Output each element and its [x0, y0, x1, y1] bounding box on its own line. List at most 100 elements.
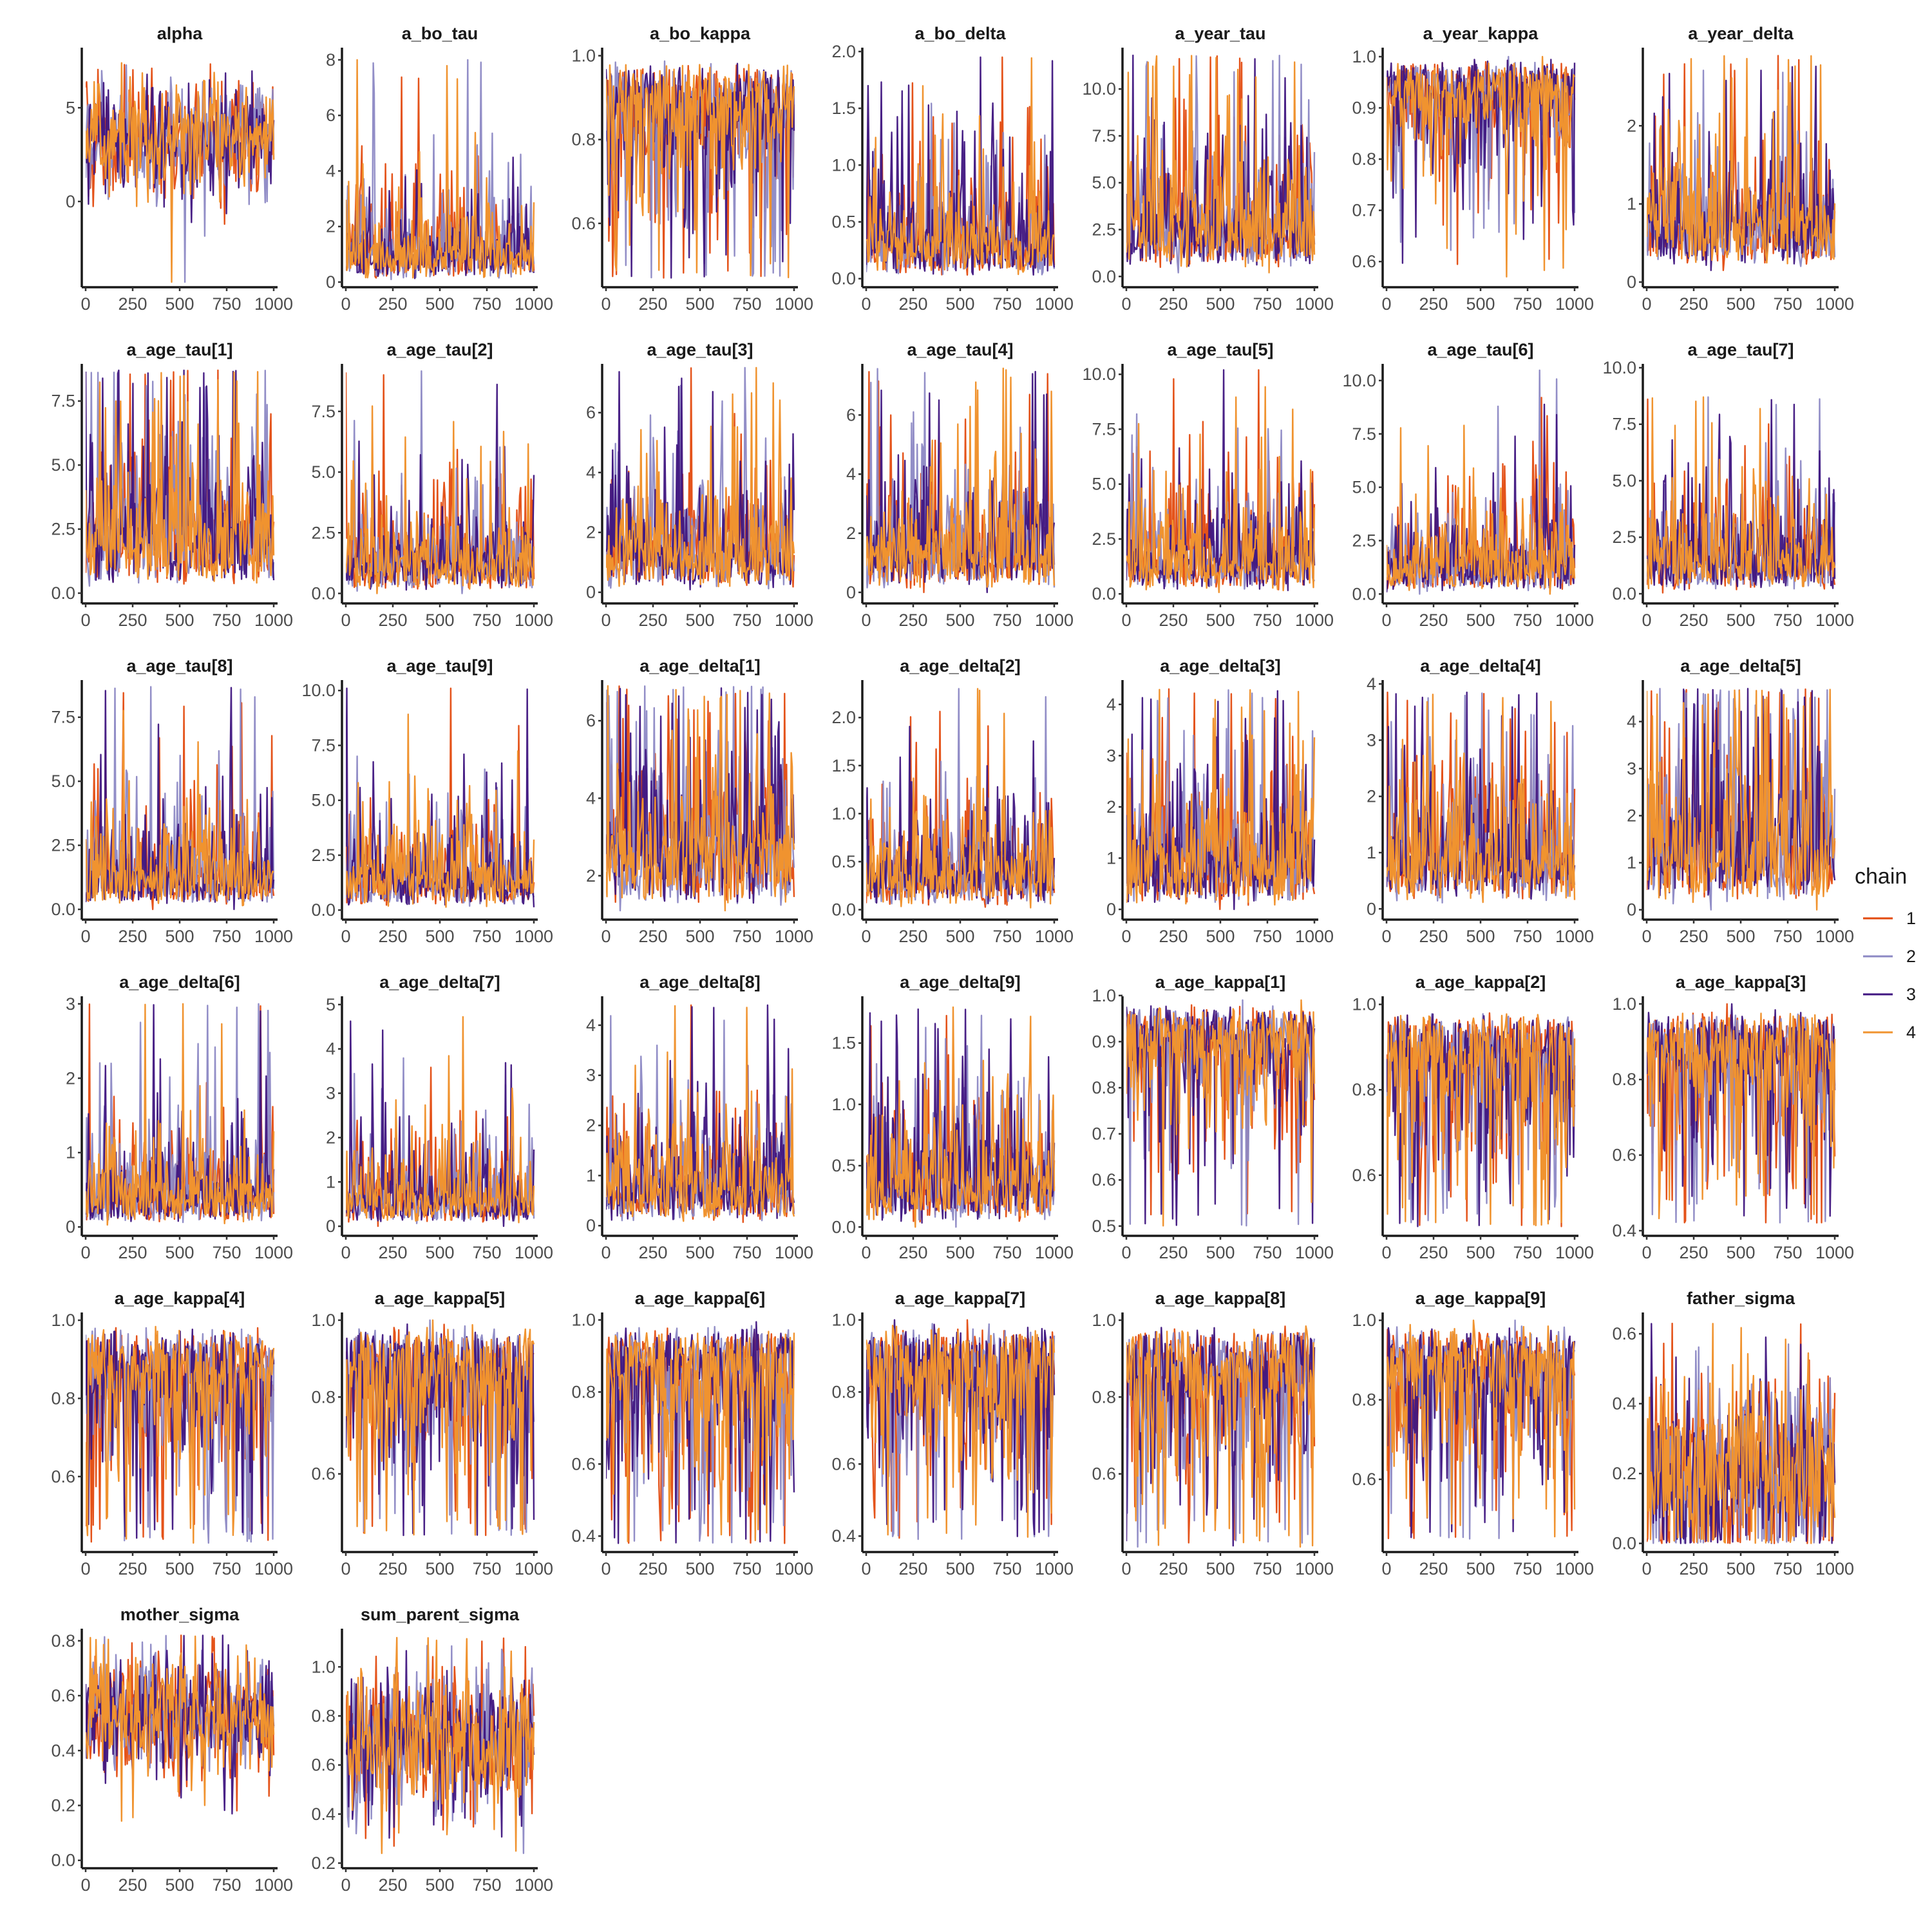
x-tick-label: 0 [861, 1243, 871, 1262]
x-tick-label: 1000 [1035, 927, 1074, 946]
y-tick-label: 0.0 [1612, 1534, 1636, 1553]
trace-panel: a_age_tau[5] 0.0 2.5 5.0 7.5 10.0 0 250 500 750 10… [1082, 340, 1334, 630]
x-tick-label: 500 [165, 1875, 194, 1895]
x-tick-label: 250 [118, 294, 147, 314]
trace-lines [346, 1016, 535, 1227]
trace-line-chain-4 [1126, 688, 1316, 906]
trace-line-chain-4 [606, 64, 795, 279]
x-tick-label: 250 [378, 1243, 407, 1262]
x-tick-label: 1000 [1555, 927, 1594, 946]
trace-panel: a_age_tau[8] 0.0 2.5 5.0 7.5 0 250 500 750 1000 [51, 656, 293, 946]
x-tick-label: 750 [992, 1243, 1021, 1262]
x-tick-label: 500 [1726, 1243, 1755, 1262]
trace-lines [866, 1006, 1056, 1228]
y-tick-label: 7.5 [1352, 424, 1376, 444]
x-tick-label: 750 [472, 1243, 501, 1262]
y-tick-label: 1 [1106, 848, 1116, 867]
x-tick-label: 1000 [515, 1559, 553, 1578]
x-tick-label: 750 [732, 927, 761, 946]
y-tick-label: 2.5 [1612, 527, 1636, 547]
y-tick-label: 1.0 [571, 46, 596, 66]
legend-label: 2 [1906, 947, 1916, 966]
trace-lines [1387, 369, 1576, 595]
trace-panel: a_age_kappa[7] 0.4 0.6 0.8 1.0 0 250 500 750 1000 [831, 1289, 1074, 1578]
x-tick-label: 250 [1679, 1243, 1708, 1262]
y-tick-label: 5.0 [1092, 173, 1116, 193]
x-tick-label: 750 [1253, 927, 1282, 946]
x-tick-label: 0 [1642, 1243, 1651, 1262]
trace-line-chain-4 [866, 1325, 1056, 1538]
y-tick-label: 0.6 [1352, 1470, 1376, 1489]
x-tick-label: 1000 [254, 611, 293, 630]
x-tick-label: 750 [212, 927, 241, 946]
panel-title: a_age_tau[5] [1167, 340, 1273, 359]
y-tick-label: 0.4 [311, 1804, 336, 1824]
x-tick-label: 250 [1159, 294, 1188, 314]
x-tick-label: 0 [1121, 611, 1131, 630]
y-tick-label: 0.8 [571, 1382, 596, 1401]
x-tick-label: 0 [1642, 294, 1651, 314]
y-tick-label: 0.7 [1352, 201, 1376, 220]
panel-title: a_year_kappa [1423, 24, 1539, 43]
x-tick-label: 250 [898, 1559, 927, 1578]
trace-line-chain-4 [866, 367, 1056, 588]
trace-lines [1126, 1325, 1316, 1548]
x-tick-label: 250 [638, 611, 667, 630]
trace-lines [866, 367, 1056, 593]
x-tick-label: 750 [472, 611, 501, 630]
y-tick-label: 2 [326, 217, 336, 236]
trace-lines [86, 1325, 275, 1544]
legend-label: 4 [1906, 1023, 1916, 1042]
x-tick-label: 1000 [1295, 611, 1334, 630]
y-tick-label: 10.0 [301, 681, 336, 700]
trace-line-chain-4 [1647, 1323, 1836, 1544]
y-tick-label: 2 [1106, 797, 1116, 817]
trace-lines [866, 1319, 1056, 1540]
trace-panel: a_age_tau[6] 0.0 2.5 5.0 7.5 10.0 0 250 500 750 10… [1342, 340, 1594, 630]
x-tick-label: 250 [1159, 1243, 1188, 1262]
y-tick-label: 0.9 [1352, 99, 1376, 118]
trace-line-chain-4 [1126, 999, 1316, 1227]
x-tick-label: 750 [1513, 1243, 1542, 1262]
y-tick-label: 2.0 [831, 42, 856, 61]
y-tick-label: 0.6 [1352, 252, 1376, 271]
x-tick-label: 250 [1159, 927, 1188, 946]
x-tick-label: 500 [165, 294, 194, 314]
panel-title: a_age_tau[8] [126, 656, 232, 676]
x-tick-label: 1000 [515, 927, 553, 946]
y-tick-label: 4 [846, 464, 856, 484]
x-tick-label: 750 [472, 1559, 501, 1578]
trace-line-chain-4 [1647, 688, 1836, 911]
y-tick-label: 7.5 [1612, 415, 1636, 434]
y-tick-label: 2.5 [51, 520, 75, 539]
x-tick-label: 250 [1159, 1559, 1188, 1578]
panel-title: a_bo_delta [914, 24, 1006, 43]
y-tick-label: 0.4 [1612, 1394, 1636, 1414]
trace-line-chain-4 [86, 1635, 275, 1822]
x-tick-label: 0 [601, 611, 611, 630]
trace-panel: a_bo_delta 0.0 0.5 1.0 1.5 2.0 0 250 500 750 1000 [831, 24, 1074, 314]
y-tick-label: 2 [586, 866, 596, 886]
trace-panel: a_age_tau[4] 0 2 4 6 0 250 500 750 1000 [846, 340, 1074, 630]
x-tick-label: 750 [1253, 1559, 1282, 1578]
x-tick-label: 250 [1419, 1559, 1448, 1578]
trace-line-chain-3 [86, 70, 275, 223]
trace-line-chain-4 [606, 685, 795, 912]
y-tick-label: 2 [586, 523, 596, 542]
trace-line-chain-4 [606, 366, 795, 587]
x-tick-label: 1000 [1815, 927, 1854, 946]
x-tick-label: 250 [118, 927, 147, 946]
y-tick-label: 0.6 [571, 214, 596, 233]
x-tick-label: 750 [1513, 1559, 1542, 1578]
y-tick-label: 0.5 [831, 1156, 856, 1175]
trace-line-chain-4 [606, 1331, 795, 1542]
x-tick-label: 500 [685, 294, 714, 314]
x-tick-label: 750 [472, 294, 501, 314]
x-tick-label: 250 [1419, 294, 1448, 314]
x-tick-label: 750 [992, 927, 1021, 946]
y-tick-label: 0.4 [831, 1526, 856, 1546]
x-tick-label: 0 [1121, 1559, 1131, 1578]
x-tick-label: 750 [1773, 1559, 1802, 1578]
y-tick-label: 2 [846, 524, 856, 543]
trace-panel: a_year_delta 0 1 2 0 250 500 750 1000 [1627, 24, 1854, 314]
